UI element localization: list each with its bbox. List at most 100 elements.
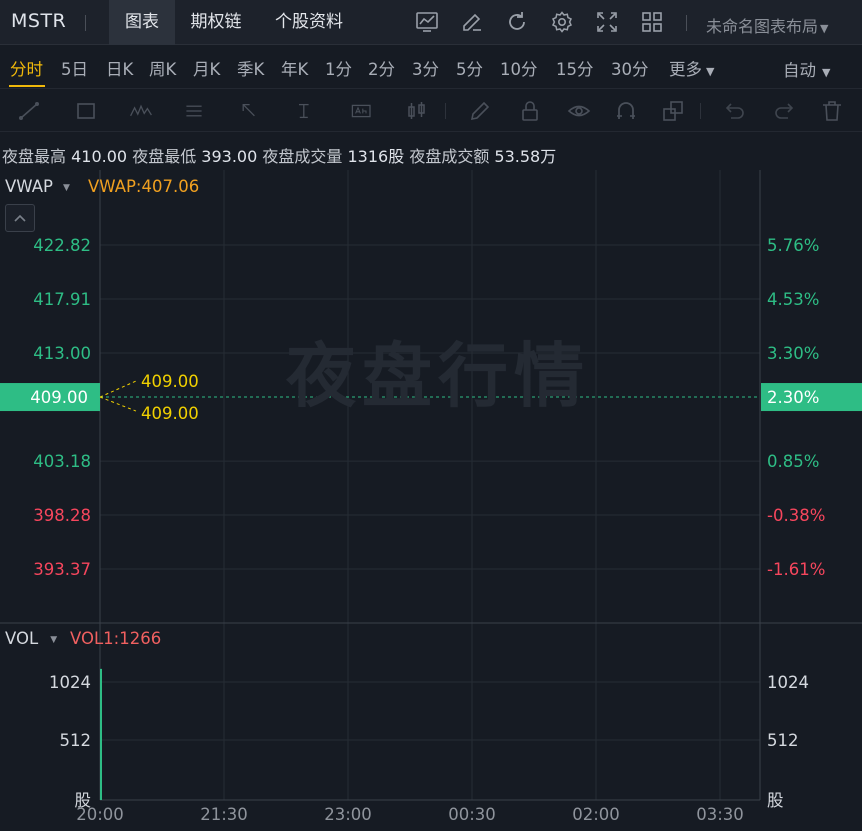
volume-label: 夜盘成交量 (262, 147, 343, 166)
draw-icon[interactable] (460, 10, 484, 34)
x-tick-label: 03:30 (696, 805, 744, 824)
drawing-tools-bar (0, 88, 862, 132)
trash-icon[interactable] (820, 99, 844, 123)
label-icon[interactable] (350, 99, 374, 123)
x-tick-label: 00:30 (448, 805, 496, 824)
gear-icon[interactable] (550, 10, 574, 34)
candle-icon[interactable] (405, 99, 429, 123)
chevron-down-icon: ▼ (706, 65, 715, 78)
vwap-indicator-selector[interactable]: VWAP ▼ (5, 177, 70, 196)
top-bar: MSTR 图表 期权链 个股资料 未命名图表布局 ▼ (0, 0, 862, 45)
price-tick-label: 398.28 (33, 506, 91, 525)
tab-option-chain[interactable]: 期权链 (190, 12, 242, 32)
vwap-name: VWAP (5, 177, 53, 196)
auto-label: 自动 (783, 61, 816, 80)
layout-grid-icon[interactable] (640, 10, 664, 34)
period-item[interactable]: 月K (193, 60, 221, 79)
price-tick-label: 417.91 (33, 290, 91, 309)
x-tick-label: 21:30 (200, 805, 248, 824)
layout-name: 未命名图表布局 (706, 17, 819, 36)
period-item[interactable]: 30分 (611, 60, 649, 79)
text-cursor-icon[interactable] (295, 99, 319, 123)
indicator-icon[interactable] (415, 10, 439, 34)
period-item[interactable]: 季K (237, 60, 265, 79)
high-label: 夜盘最高 (2, 147, 67, 166)
eye-icon[interactable] (567, 99, 591, 123)
annotation-leader (99, 380, 137, 398)
divider (700, 103, 701, 119)
period-item[interactable]: 分时 (10, 60, 43, 79)
tab-stock-profile[interactable]: 个股资料 (275, 12, 343, 32)
low-label: 夜盘最低 (132, 147, 197, 166)
price-tick-label: 422.82 (33, 236, 91, 255)
lock-icon[interactable] (518, 99, 542, 123)
percent-tick-label: -0.38% (767, 506, 825, 525)
period-item[interactable]: 15分 (556, 60, 594, 79)
low-value: 393.00 (201, 147, 258, 166)
tab-chart[interactable]: 图表 (109, 0, 175, 45)
magnet-icon[interactable] (614, 99, 638, 123)
volume-tick-label-right: 512 (767, 731, 799, 750)
period-item[interactable]: 5日 (61, 60, 88, 79)
annotation-leader (99, 396, 137, 412)
refresh-icon[interactable] (505, 10, 529, 34)
percent-tick-label: 3.30% (767, 344, 819, 363)
pen-icon[interactable] (468, 99, 492, 123)
volume-tick-label: 512 (60, 731, 92, 750)
period-item[interactable]: 年K (281, 60, 309, 79)
high-value: 410.00 (71, 147, 128, 166)
current-change-label: 2.30% (767, 388, 819, 407)
period-item[interactable]: 3分 (412, 60, 439, 79)
night-session-stats: 夜盘最高 410.00 夜盘最低 393.00 夜盘成交量 1316股 夜盘成交… (2, 143, 556, 167)
volume-tick-label: 1024 (49, 673, 91, 692)
price-chart[interactable]: 422.82 5.76% 417.91 4.53% 413.00 3.30% 403.18 0… (0, 170, 862, 831)
layers-icon[interactable] (661, 99, 685, 123)
watermark: 夜盘行情 (286, 335, 590, 417)
redo-icon[interactable] (772, 99, 796, 123)
pattern-icon[interactable] (129, 99, 153, 123)
volume-value: 1316股 (347, 147, 405, 166)
trend-line-icon[interactable] (18, 99, 42, 123)
divider (445, 103, 446, 119)
vol-indicator-selector[interactable]: VOL ▼ (5, 629, 57, 648)
current-change-badge (761, 383, 862, 412)
period-item[interactable]: 日K (106, 60, 134, 79)
chevron-up-icon (14, 214, 26, 222)
undo-icon[interactable] (723, 99, 747, 123)
period-bar: 分时 5日 日K 周K 月K 季K 年K 1分 2分 3分 5分 10分 15分… (0, 46, 862, 88)
percent-tick-label: -1.61% (767, 560, 825, 579)
more-periods-dropdown[interactable]: 更多 ▼ (669, 56, 714, 80)
vol-name: VOL (5, 629, 39, 648)
price-tick-label: 413.00 (33, 344, 91, 363)
fib-icon[interactable] (184, 99, 208, 123)
percent-tick-label: 0.85% (767, 452, 819, 471)
auto-scale-dropdown[interactable]: 自动 ▼ (783, 57, 830, 81)
amount-label: 夜盘成交额 (409, 147, 490, 166)
arrow-icon[interactable] (240, 99, 264, 123)
volume-unit-label: 股 (75, 791, 92, 810)
percent-tick-label: 5.76% (767, 236, 819, 255)
vwap-value: VWAP:407.06 (88, 177, 200, 196)
layout-dropdown[interactable]: 未命名图表布局 ▼ (706, 13, 828, 37)
period-item[interactable]: 10分 (500, 60, 538, 79)
rectangle-icon[interactable] (74, 99, 98, 123)
fullscreen-icon[interactable] (595, 10, 619, 34)
percent-tick-label: 4.53% (767, 290, 819, 309)
amount-value: 53.58万 (494, 147, 557, 166)
x-tick-label: 20:00 (76, 805, 124, 824)
divider (85, 15, 86, 31)
x-tick-label: 02:00 (572, 805, 620, 824)
chevron-down-icon: ▼ (820, 22, 829, 35)
divider (686, 15, 687, 31)
annotation-label: 409.00 (141, 404, 199, 423)
active-period-indicator (9, 85, 45, 87)
annotation-label: 409.00 (141, 372, 199, 391)
period-item[interactable]: 2分 (368, 60, 395, 79)
vol-value: VOL1:1266 (70, 629, 162, 648)
current-price-badge (0, 383, 100, 412)
period-item[interactable]: 1分 (325, 60, 352, 79)
period-item[interactable]: 周K (149, 60, 177, 79)
collapse-button[interactable] (5, 204, 35, 232)
volume-tick-label-right: 1024 (767, 673, 809, 692)
period-item[interactable]: 5分 (456, 60, 483, 79)
